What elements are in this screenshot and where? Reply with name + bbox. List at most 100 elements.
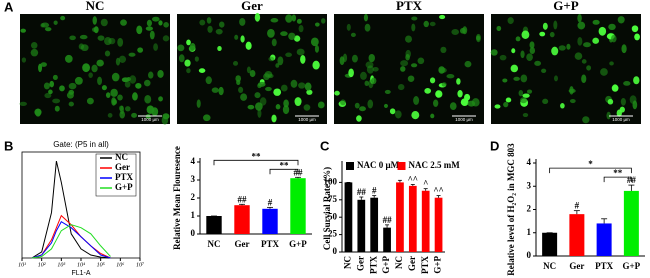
scale-bar-label: 1000 μm	[298, 117, 316, 122]
cell	[234, 34, 239, 40]
cell	[105, 92, 111, 98]
cell	[581, 74, 587, 84]
cell	[312, 60, 320, 70]
cell	[518, 89, 524, 97]
cell	[389, 108, 396, 115]
x-tick-label: 10⁴	[77, 262, 85, 268]
cell	[294, 97, 302, 106]
cell	[600, 68, 608, 76]
cell	[592, 19, 600, 25]
x-tick-label: Ger	[235, 239, 250, 249]
cell	[502, 78, 508, 83]
cell	[205, 76, 212, 85]
y-tick-label: 1	[527, 227, 532, 237]
cell	[21, 57, 27, 63]
cell	[118, 55, 127, 63]
cell	[74, 76, 83, 85]
x-tick-label: Ger	[569, 261, 584, 271]
cell	[104, 37, 112, 46]
cell	[440, 46, 447, 53]
x-tick-label: 10¹	[18, 262, 26, 268]
cell	[52, 98, 61, 104]
cell	[178, 54, 185, 63]
cell	[52, 74, 58, 80]
x-tick-label: G+P	[381, 256, 391, 274]
cell	[542, 98, 549, 105]
cell	[285, 14, 293, 23]
cell	[163, 22, 169, 28]
cell	[267, 28, 275, 38]
cell	[334, 90, 340, 96]
cell	[634, 33, 640, 41]
cell	[496, 25, 502, 31]
cell	[298, 82, 306, 89]
cell	[372, 66, 379, 72]
cell	[288, 32, 296, 41]
bracket-label: **	[280, 160, 290, 170]
scale-bar-label: 1000 μm	[141, 117, 159, 122]
cell	[413, 96, 420, 105]
legend-label: G+P	[115, 182, 133, 192]
y-tick-label: 2	[191, 192, 196, 202]
image-title: G+P	[553, 0, 579, 13]
x-axis-label: FL1-A	[71, 270, 90, 277]
cell	[456, 78, 461, 85]
x-tick-label: 10⁶	[116, 262, 124, 268]
cell	[240, 35, 245, 43]
cell	[137, 47, 144, 53]
cell	[467, 100, 476, 107]
cell	[68, 82, 77, 90]
cell	[111, 72, 120, 82]
cell	[611, 84, 619, 92]
cell	[219, 21, 225, 28]
image-title: Ger	[241, 0, 263, 13]
y-tick-label: 0	[333, 246, 338, 256]
cell	[124, 80, 131, 88]
cell	[273, 88, 282, 96]
significance: #	[268, 197, 273, 207]
cell	[158, 96, 163, 102]
cell	[239, 17, 246, 26]
cell	[551, 46, 559, 56]
cell	[451, 29, 460, 36]
cell	[367, 99, 374, 109]
bar	[206, 216, 222, 234]
cell	[211, 87, 219, 93]
cell	[632, 100, 638, 110]
cell	[607, 98, 614, 105]
cell	[40, 62, 47, 67]
panel-label: D	[490, 138, 499, 153]
bar	[290, 178, 306, 234]
bar	[262, 208, 278, 234]
cell	[350, 32, 356, 37]
bracket-label: *	[588, 159, 593, 169]
cell	[526, 89, 533, 94]
cell	[438, 67, 447, 73]
significance: ^	[423, 179, 428, 189]
bracket-label: **	[252, 151, 262, 161]
image-title: PTX	[396, 0, 423, 13]
cell	[616, 109, 622, 117]
legend-swatch	[346, 162, 354, 170]
cell	[254, 12, 261, 22]
cell	[69, 35, 76, 41]
cell	[158, 20, 163, 26]
cell	[267, 73, 274, 79]
cell	[270, 18, 279, 23]
cell	[577, 21, 586, 30]
y-axis-label: Cell Survial Rate (%)	[322, 167, 332, 250]
cell	[92, 16, 97, 25]
cell	[136, 25, 143, 35]
cell	[577, 13, 582, 23]
cell	[368, 79, 374, 89]
cell	[240, 93, 248, 101]
cell	[574, 52, 583, 60]
x-tick-label: NC	[343, 256, 353, 269]
cell	[462, 26, 468, 35]
cell	[520, 97, 528, 104]
cell	[257, 109, 262, 118]
bar	[357, 199, 366, 252]
cell	[411, 23, 416, 32]
cell	[218, 86, 224, 96]
cell	[503, 101, 509, 108]
